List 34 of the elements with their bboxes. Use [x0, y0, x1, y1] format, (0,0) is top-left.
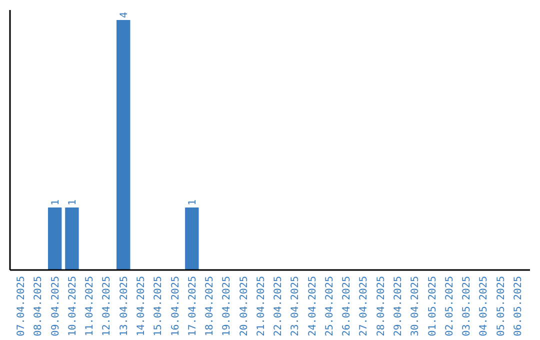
- x-tick-label: 11.04.2025: [84, 276, 96, 336]
- x-tick-label: 15.04.2025: [153, 276, 164, 336]
- x-tick-label: 06.05.2025: [512, 276, 524, 336]
- x-tick-label: 08.04.2025: [33, 276, 44, 336]
- data-label: 4: [118, 12, 130, 18]
- x-tick-label: 17.04.2025: [187, 276, 198, 336]
- x-tick-label: 09.04.2025: [50, 276, 62, 336]
- x-tick-label: 13.04.2025: [118, 276, 130, 336]
- x-tick-label: 26.04.2025: [342, 276, 353, 336]
- x-tick-label: 05.05.2025: [496, 276, 507, 336]
- x-tick-label: 25.04.2025: [324, 276, 336, 336]
- x-tick-label: 07.04.2025: [16, 276, 28, 336]
- x-tick-label: 24.04.2025: [307, 276, 318, 336]
- data-label: 1: [50, 199, 62, 206]
- x-tick-label: 22.04.2025: [273, 276, 284, 336]
- x-tick-label: 04.05.2025: [478, 276, 490, 336]
- x-tick-label: 01.05.2025: [427, 276, 438, 336]
- x-tick-label: 23.04.2025: [290, 276, 302, 336]
- x-tick-label: 18.04.2025: [204, 276, 216, 336]
- x-tick-label: 19.04.2025: [222, 276, 233, 336]
- data-label: 1: [67, 199, 78, 206]
- data-label: 1: [187, 199, 198, 206]
- x-tick-label: 16.04.2025: [170, 276, 182, 336]
- x-tick-label: 12.04.2025: [102, 276, 113, 336]
- x-tick-label: 14.04.2025: [136, 276, 147, 336]
- x-tick-label: 28.04.2025: [376, 276, 387, 336]
- x-tick-label: 02.05.2025: [444, 276, 456, 336]
- x-tick-label: 20.04.2025: [238, 276, 250, 336]
- x-tick-label: 29.04.2025: [393, 276, 404, 336]
- x-tick-label: 10.04.2025: [67, 276, 78, 336]
- x-tick-label: 27.04.2025: [358, 276, 370, 336]
- x-tick-label: 30.04.2025: [410, 276, 422, 336]
- x-tick-label: 21.04.2025: [256, 276, 267, 336]
- x-tick-label: 03.05.2025: [462, 276, 473, 336]
